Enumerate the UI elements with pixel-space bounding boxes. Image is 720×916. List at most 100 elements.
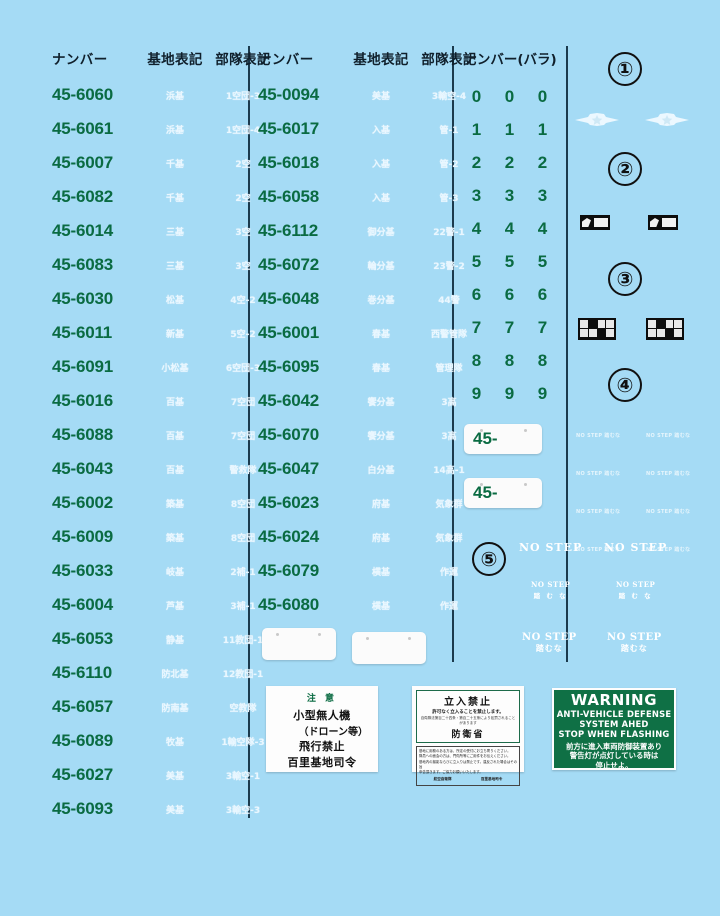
table-row[interactable]: 45-6017 入基 管-1 <box>258 112 486 146</box>
table-row[interactable]: 45-6083 三基 3空 <box>52 248 280 282</box>
loose-digit[interactable]: 5 <box>471 251 482 271</box>
placard-keep-out[interactable]: 立入禁止 許可なく立入ることを禁止します。 自衛隊法第百二十四条・第百二十五条に… <box>412 686 524 786</box>
loose-digit[interactable]: 9 <box>537 383 548 403</box>
table-row[interactable]: 45-6058 入基 管-3 <box>258 180 486 214</box>
table-row[interactable]: 45-6112 御分基 22警-1 <box>258 214 486 248</box>
loose-digit[interactable]: 1 <box>537 119 548 139</box>
cell-base: 百基 <box>165 465 184 476</box>
loose-digit[interactable]: 9 <box>504 383 515 403</box>
table-row[interactable]: 45-6072 輪分基 23警-2 <box>258 248 486 282</box>
prefix-plate-1[interactable]: 45- <box>464 424 542 454</box>
loose-digit[interactable]: 1 <box>471 119 482 139</box>
table-row[interactable]: 45-6009 築基 8空団 <box>52 520 280 554</box>
table-row[interactable]: 45-6048 巻分基 44警 <box>258 282 486 316</box>
column-left: ナンバー 基地表記 部隊表記 45-6060 浜基 1空団-3 45-6061 浜基 1空… <box>52 48 280 826</box>
divider-middle <box>452 46 454 662</box>
table-row[interactable]: 45-6018 入基 管-2 <box>258 146 486 180</box>
loose-digit[interactable]: 2 <box>537 152 548 172</box>
cell-number: 45-6088 <box>52 425 113 444</box>
cell-base: 入基 <box>371 125 390 136</box>
table-row[interactable]: 45-6089 牧基 1輸空隊-3 <box>52 724 280 758</box>
cell-unit: 4空-2 <box>230 295 256 306</box>
loose-digit[interactable]: 6 <box>537 284 548 304</box>
cell-number: 45-6042 <box>258 391 319 410</box>
table-row[interactable]: 45-6024 府基 気象群 <box>258 520 486 554</box>
loose-digit[interactable]: 4 <box>537 218 548 238</box>
cell-base: 千基 <box>165 193 184 204</box>
cell-number: 45-6070 <box>258 425 319 444</box>
loose-digit[interactable]: 7 <box>471 317 482 337</box>
placard-drone-notice[interactable]: 注 意 小型無人機 （ドローン等） 飛行禁止 百里基地司令 <box>266 686 378 772</box>
table-row[interactable]: 45-6023 府基 気象群 <box>258 486 486 520</box>
cell-unit: 12教団-1 <box>222 669 264 680</box>
table-row[interactable]: 45-6060 浜基 1空団-3 <box>52 78 280 112</box>
no-step-low-2: NO STEP 踏むな <box>607 632 662 654</box>
prefix-plate-2[interactable]: 45- <box>464 478 542 508</box>
table-row[interactable]: 45-6082 千基 2空 <box>52 180 280 214</box>
cell-unit: 3輸空-4 <box>431 91 467 102</box>
loose-digit[interactable]: 5 <box>537 251 548 271</box>
table-row[interactable]: 45-6080 横基 作運 <box>258 588 486 622</box>
table-row[interactable]: 45-6007 千基 2空 <box>52 146 280 180</box>
table-row[interactable]: 45-6047 白分基 14高-1 <box>258 452 486 486</box>
no-step-mid-2-en: NO STEP <box>616 580 656 589</box>
loose-digit[interactable]: 1 <box>504 119 515 139</box>
blank-plate-2[interactable] <box>352 632 426 664</box>
table-row[interactable]: 45-6079 横基 作運 <box>258 554 486 588</box>
table-row[interactable]: 45-6053 静基 11教団-1 <box>52 622 280 656</box>
table-row[interactable]: 45-6061 浜基 1空団-4 <box>52 112 280 146</box>
header-base: 基地表記 <box>147 52 203 68</box>
loose-digit[interactable]: 3 <box>504 185 515 205</box>
column-loose-digits: ナンバー(バラ) 0 0 0 1 1 1 2 2 2 3 3 3 4 4 4 5 5 5 6 6 6 7 7 7 8 8 8 9 9 9 <box>460 48 560 410</box>
loose-digit[interactable]: 5 <box>504 251 515 271</box>
table-row[interactable]: 45-6030 松基 4空-2 <box>52 282 280 316</box>
table-row[interactable]: 45-6027 美基 3輸空-1 <box>52 758 280 792</box>
table-row[interactable]: 45-6042 饗分基 3高 <box>258 384 486 418</box>
drone-line4: 百里基地司令 <box>287 756 357 769</box>
table-row[interactable]: 45-6110 防北基 12教団-1 <box>52 656 280 690</box>
table-row[interactable]: 45-6016 百基 7空団 <box>52 384 280 418</box>
table-row[interactable]: 45-0094 美基 3輸空-4 <box>258 78 486 112</box>
loose-digit[interactable]: 0 <box>537 86 548 106</box>
loose-digit[interactable]: 7 <box>504 317 515 337</box>
loose-digit[interactable]: 8 <box>537 350 548 370</box>
loose-digit[interactable]: 4 <box>504 218 515 238</box>
loose-digit[interactable]: 8 <box>504 350 515 370</box>
loose-digit[interactable]: 3 <box>471 185 482 205</box>
warning-jp-lines: 前方に進入車両防御装置あり 警告灯が点灯している時は 停止せよ。 <box>556 742 672 771</box>
table-row[interactable]: 45-6014 三基 3空 <box>52 214 280 248</box>
table-row[interactable]: 45-6033 岐基 2補-1 <box>52 554 280 588</box>
cell-base: 白分基 <box>367 465 395 476</box>
loose-digit[interactable]: 9 <box>471 383 482 403</box>
table-row[interactable]: 45-6088 百基 7空団 <box>52 418 280 452</box>
table-row[interactable]: 45-6004 芦基 3補-1 <box>52 588 280 622</box>
cell-number: 45-0094 <box>258 85 319 104</box>
loose-digit[interactable]: 2 <box>471 152 482 172</box>
loose-digit[interactable]: 0 <box>471 86 482 106</box>
table-row[interactable]: 45-6011 新基 5空-2 <box>52 316 280 350</box>
loose-digit[interactable]: 7 <box>537 317 548 337</box>
loose-digit[interactable]: 8 <box>471 350 482 370</box>
table-row[interactable]: 45-6091 小松基 6空団-3 <box>52 350 280 384</box>
loose-digit[interactable]: 3 <box>537 185 548 205</box>
loose-digit[interactable]: 2 <box>504 152 515 172</box>
table-row[interactable]: 45-6093 美基 3輸空-3 <box>52 792 280 826</box>
loose-digit[interactable]: 6 <box>471 284 482 304</box>
digit-row: 5 5 5 <box>460 245 560 278</box>
placard-warning[interactable]: WARNING ANTI-VEHICLE DEFENSE SYSTEM AHED S… <box>552 688 676 770</box>
table-row[interactable]: 45-6070 饗分基 3高 <box>258 418 486 452</box>
table-row[interactable]: 45-6057 防南基 空教隊 <box>52 690 280 724</box>
blank-plate-1[interactable] <box>262 628 336 660</box>
loose-digit[interactable]: 6 <box>504 284 515 304</box>
cell-unit: 7空団 <box>230 431 256 442</box>
middle-rows: 45-0094 美基 3輸空-4 45-6017 入基 管-1 45-6018 入基 管-2 45… <box>258 78 486 622</box>
loose-digit[interactable]: 0 <box>504 86 515 106</box>
table-row[interactable]: 45-6043 百基 警救隊 <box>52 452 280 486</box>
loose-digit[interactable]: 4 <box>471 218 482 238</box>
cell-unit: 管-3 <box>439 193 459 204</box>
table-row[interactable]: 45-6001 春基 西警管隊 <box>258 316 486 350</box>
table-row[interactable]: 45-6095 春基 管理隊 <box>258 350 486 384</box>
cell-base: 饗分基 <box>367 397 395 408</box>
table-row[interactable]: 45-6002 築基 8空団 <box>52 486 280 520</box>
cell-unit: 3空 <box>235 261 251 272</box>
